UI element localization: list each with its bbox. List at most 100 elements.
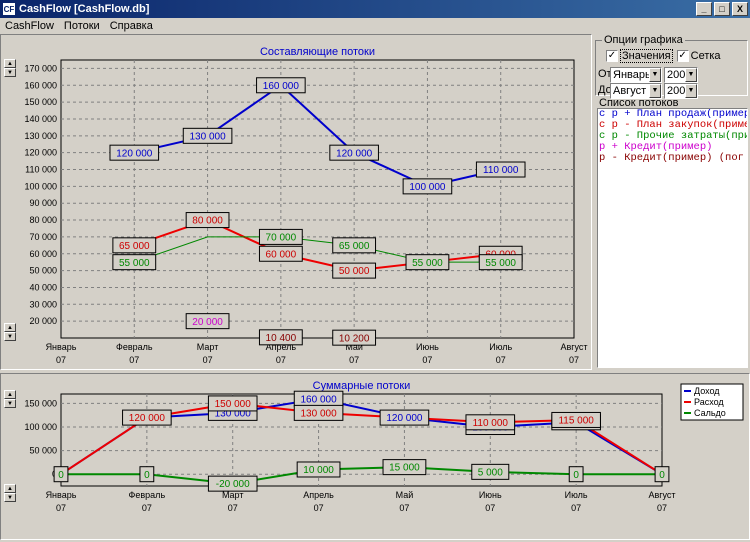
data-label-box bbox=[185, 313, 230, 330]
data-label-box bbox=[296, 461, 341, 478]
dropdown-arrow-icon[interactable]: ▼ bbox=[685, 84, 697, 98]
to-month-select[interactable]: Август ▼ bbox=[610, 83, 662, 99]
flow-item[interactable]: p + Кредит(пример) bbox=[599, 141, 713, 153]
top-scroll-down-spinner[interactable]: ▲ ▼ bbox=[4, 323, 16, 341]
menu-cashflow[interactable]: CashFlow bbox=[5, 20, 54, 32]
y-tick-label: 130 000 bbox=[24, 131, 57, 141]
data-label: 130 000 bbox=[215, 408, 252, 419]
data-label-box bbox=[329, 144, 379, 161]
x-tick-label: Февраль bbox=[116, 342, 153, 352]
dropdown-arrow-icon[interactable]: ▼ bbox=[685, 68, 697, 82]
x-tick-label: Июль bbox=[489, 342, 512, 352]
summary-flows-chart: Суммарные потоки 0 50 000 100 000 150 000 Янв… bbox=[24, 380, 744, 513]
data-label: 65 000 bbox=[119, 241, 150, 252]
from-month-select[interactable]: Январь ▼ bbox=[610, 67, 662, 83]
chart-title: Суммарные потоки bbox=[313, 380, 411, 392]
data-label: 120 000 bbox=[336, 148, 373, 159]
y-tick-label: 50 000 bbox=[29, 446, 57, 456]
data-label-box bbox=[207, 475, 258, 492]
data-label: 10 400 bbox=[266, 333, 297, 344]
from-year-select[interactable]: 2007 ▼ bbox=[664, 67, 698, 83]
data-label: 0 bbox=[659, 470, 665, 481]
data-label-box bbox=[654, 466, 670, 483]
data-label: 60 000 bbox=[266, 249, 297, 260]
flows-list[interactable]: c p + План продаж(пример) c p - План зак… bbox=[597, 108, 748, 368]
x-tick-label: Январь bbox=[46, 342, 77, 352]
legend-entry: Сальдо bbox=[694, 408, 726, 418]
down-arrow-icon[interactable]: ▼ bbox=[4, 332, 16, 341]
title-bar: CF CashFlow [CashFlow.db] _ □ X bbox=[0, 0, 750, 18]
data-label: 130 000 bbox=[300, 408, 337, 419]
data-label-box bbox=[475, 161, 526, 178]
data-label-box bbox=[122, 409, 172, 426]
legend-box bbox=[680, 383, 744, 421]
data-label-box bbox=[478, 254, 523, 271]
data-label-box bbox=[382, 459, 427, 476]
data-label-box bbox=[471, 463, 510, 480]
data-label-box bbox=[258, 329, 303, 346]
chart-options-group: Опции графика ✓ Значения ✓ Сетка От Январь… bbox=[595, 34, 748, 99]
x-tick-label: 07 bbox=[314, 503, 324, 513]
data-label-box bbox=[332, 237, 377, 254]
flow-item[interactable]: c p - План закупок(пример) bbox=[599, 119, 748, 131]
flow-item[interactable]: c p + План продаж(пример) bbox=[599, 108, 748, 120]
data-label-box bbox=[258, 228, 303, 245]
bottom-scroll-up-spinner[interactable]: ▲ ▼ bbox=[4, 390, 16, 408]
up-arrow-icon[interactable]: ▲ bbox=[4, 390, 16, 399]
down-arrow-icon[interactable]: ▼ bbox=[4, 399, 16, 408]
data-label: 55 000 bbox=[412, 258, 443, 269]
values-checkbox[interactable]: ✓ Значения bbox=[606, 49, 673, 63]
data-label-box bbox=[53, 466, 69, 483]
flow-item[interactable]: p - Кредит(пример) (пог bbox=[599, 152, 744, 164]
to-month-value: Август bbox=[613, 85, 647, 97]
y-tick-label: 160 000 bbox=[24, 80, 57, 90]
from-label: От bbox=[598, 68, 612, 80]
maximize-button[interactable]: □ bbox=[714, 2, 730, 16]
x-tick-label: Апрель bbox=[266, 342, 297, 352]
menu-help[interactable]: Справка bbox=[109, 20, 153, 32]
x-tick-label: Январь bbox=[46, 490, 77, 500]
data-label-box bbox=[379, 409, 430, 426]
bottom-scroll-down-spinner[interactable]: ▲ ▼ bbox=[4, 484, 16, 502]
y-tick-label: 20 000 bbox=[29, 316, 57, 326]
data-label: 0 bbox=[144, 470, 150, 481]
down-arrow-icon[interactable]: ▼ bbox=[4, 68, 16, 77]
up-arrow-icon[interactable]: ▲ bbox=[4, 59, 16, 68]
app-icon: CF bbox=[2, 2, 16, 16]
menu-flows[interactable]: Потоки bbox=[63, 20, 100, 32]
values-check-mark[interactable]: ✓ bbox=[606, 50, 618, 62]
x-tick-label: 07 bbox=[349, 355, 359, 365]
top-scroll-up-spinner[interactable]: ▲ ▼ bbox=[4, 59, 16, 77]
dropdown-arrow-icon[interactable]: ▼ bbox=[649, 68, 661, 82]
x-tick-label: 07 bbox=[569, 355, 579, 365]
y-tick-label: 140 000 bbox=[24, 114, 57, 124]
x-tick-label: Май bbox=[345, 342, 363, 352]
close-button[interactable]: X bbox=[732, 2, 748, 16]
x-tick-label: 07 bbox=[228, 503, 238, 513]
data-label: 70 000 bbox=[266, 233, 297, 244]
x-tick-label: 07 bbox=[56, 355, 66, 365]
down-arrow-icon[interactable]: ▼ bbox=[4, 493, 16, 502]
flow-item[interactable]: c p - Прочие затраты(пример) bbox=[599, 130, 748, 142]
chart-options-title: Опции графика bbox=[602, 34, 685, 46]
up-arrow-icon[interactable]: ▲ bbox=[4, 484, 16, 493]
data-label: 50 000 bbox=[339, 266, 370, 277]
data-label: 130 000 bbox=[189, 131, 226, 142]
dropdown-arrow-icon[interactable]: ▼ bbox=[649, 84, 661, 98]
y-tick-label: 150 000 bbox=[24, 97, 57, 107]
y-tick-label: 110 000 bbox=[25, 165, 57, 175]
grid-check-mark[interactable]: ✓ bbox=[676, 50, 689, 62]
data-label-box bbox=[207, 395, 258, 412]
from-month-value: Январь bbox=[613, 69, 651, 81]
up-arrow-icon[interactable]: ▲ bbox=[4, 323, 16, 332]
minimize-button[interactable]: _ bbox=[696, 2, 712, 16]
data-label-box bbox=[182, 127, 233, 144]
to-year-select[interactable]: 2007 ▼ bbox=[664, 83, 698, 99]
y-tick-label: 80 000 bbox=[29, 215, 57, 225]
data-label: 20 000 bbox=[192, 317, 223, 328]
data-label: 5 000 bbox=[478, 467, 503, 478]
y-tick-label: 50 000 bbox=[29, 266, 57, 276]
grid-checkbox[interactable]: ✓ Сетка bbox=[676, 49, 721, 63]
x-tick-label: 07 bbox=[422, 355, 432, 365]
x-tick-label: Июнь bbox=[479, 490, 502, 500]
